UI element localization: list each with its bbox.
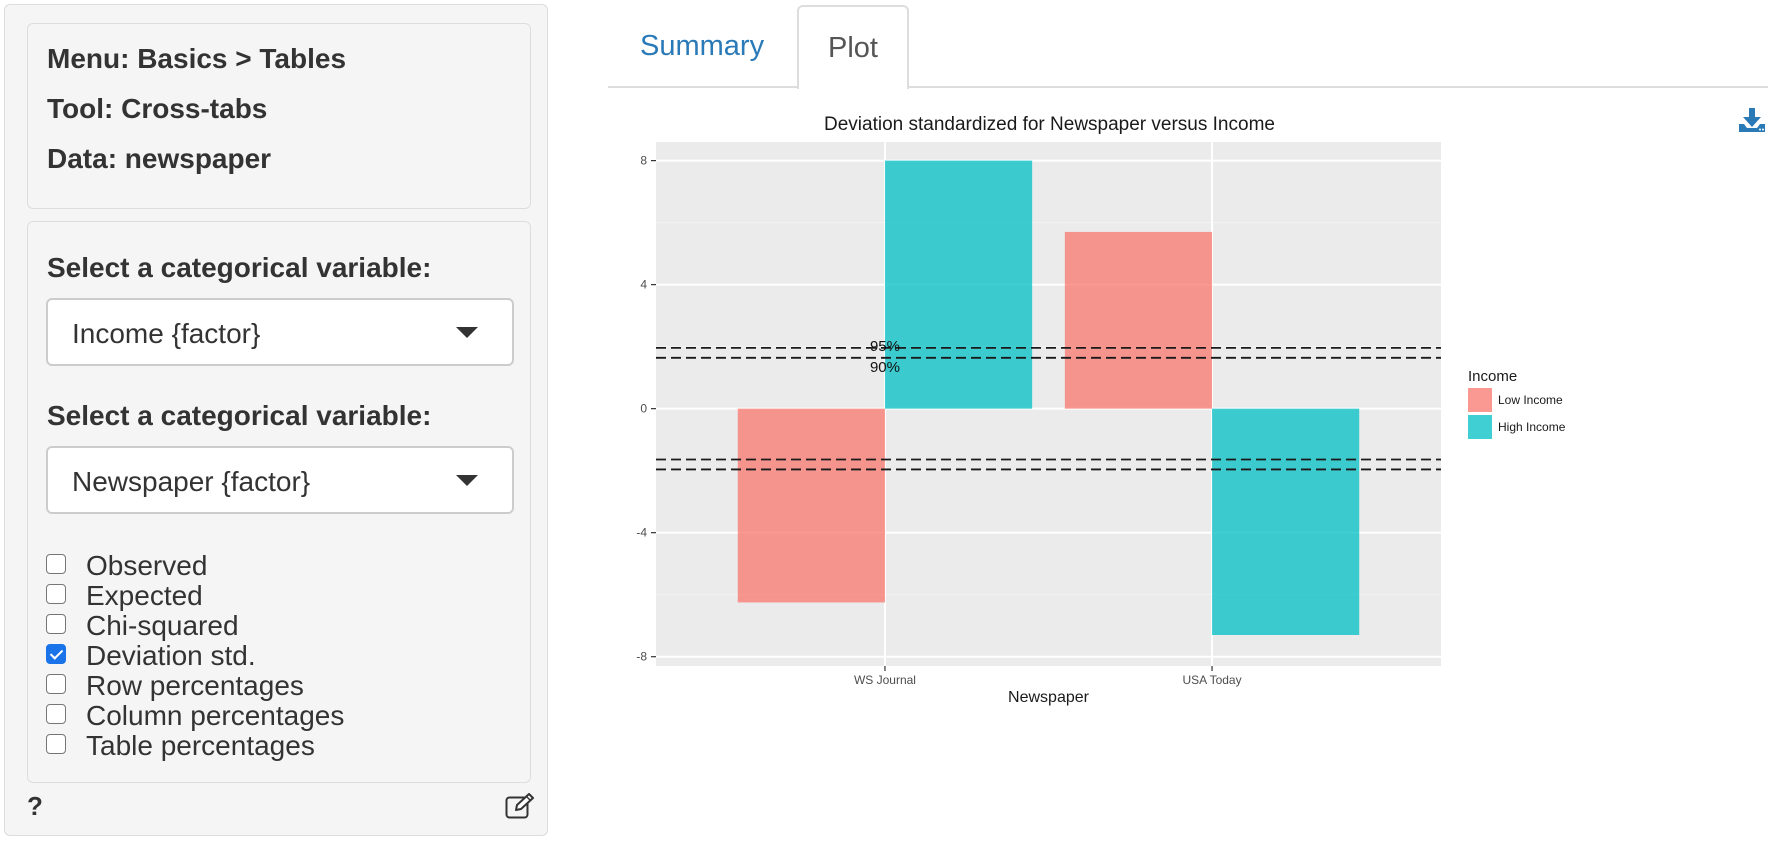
bar-low-income xyxy=(1064,231,1213,409)
tab-plot[interactable]: Plot xyxy=(797,5,909,89)
x-axis-title: Newspaper xyxy=(1008,689,1090,706)
checkbox-box[interactable] xyxy=(46,704,66,724)
tabs-divider xyxy=(608,86,1768,88)
x-tick-label: WS Journal xyxy=(854,673,916,687)
checkbox-label: Column percentages xyxy=(86,700,345,731)
dataset-name: Data: newspaper xyxy=(47,143,272,174)
reference-label: 90% xyxy=(870,359,900,376)
chevron-down-icon xyxy=(456,327,478,338)
var1-label: Select a categorical variable: xyxy=(47,252,432,283)
bar-high-income xyxy=(884,160,1033,409)
var2-select[interactable]: Newspaper {factor} xyxy=(46,446,514,514)
checkbox-box[interactable] xyxy=(46,584,66,604)
chevron-down-icon xyxy=(456,475,478,486)
help-icon[interactable]: ? xyxy=(27,791,43,821)
y-tick-label: 8 xyxy=(640,154,647,168)
legend-title: Income xyxy=(1468,368,1517,385)
var2-label: Select a categorical variable: xyxy=(47,400,432,431)
legend-swatch xyxy=(1468,415,1492,439)
var2-selected-value: Newspaper {factor} xyxy=(72,466,311,497)
checkbox-box[interactable] xyxy=(46,554,66,574)
edit-icon[interactable] xyxy=(505,793,535,819)
y-tick-label: 4 xyxy=(640,278,647,292)
checkbox-label: Deviation std. xyxy=(86,640,256,671)
reference-label: 95% xyxy=(870,338,900,355)
checkbox-label: Row percentages xyxy=(86,670,304,701)
var1-selected-value: Income {factor} xyxy=(72,318,261,349)
download-icon[interactable] xyxy=(1738,106,1766,134)
legend-swatch xyxy=(1468,388,1492,412)
checkbox-label: Expected xyxy=(86,580,203,611)
checkbox-label: Table percentages xyxy=(86,730,315,761)
sidebar: Menu: Basics > Tables Tool: Cross-tabs D… xyxy=(4,4,548,836)
y-tick-label: -4 xyxy=(636,526,647,540)
chart-title: Deviation standardized for Newspaper ver… xyxy=(824,114,1275,135)
var1-select[interactable]: Income {factor} xyxy=(46,298,514,366)
tool-name: Tool: Cross-tabs xyxy=(47,93,268,124)
controls-panel: Select a categorical variable: Income {f… xyxy=(27,221,531,783)
checkbox-box[interactable] xyxy=(46,734,66,754)
tab-plot-label: Plot xyxy=(828,32,878,64)
deviation-chart: -8 -4 0 4 8 95% 90% WS Journal USA Today Deviatio… xyxy=(636,114,1566,706)
y-tick-label: 0 xyxy=(640,402,647,416)
tab-summary[interactable]: Summary xyxy=(640,30,765,62)
legend-label: High Income xyxy=(1498,420,1566,434)
legend-label: Low Income xyxy=(1498,393,1563,407)
bar-high-income xyxy=(1212,408,1360,635)
checkbox-label: Chi-squared xyxy=(86,610,239,641)
x-tick-label: USA Today xyxy=(1182,673,1241,687)
info-panel: Menu: Basics > Tables Tool: Cross-tabs D… xyxy=(27,23,531,209)
checkbox-label: Observed xyxy=(86,550,208,581)
menu-path: Menu: Basics > Tables xyxy=(47,43,347,74)
checkbox-box[interactable] xyxy=(46,614,66,634)
checkbox-box[interactable] xyxy=(46,674,66,694)
bar-low-income xyxy=(737,408,885,603)
y-tick-label: -8 xyxy=(636,650,647,664)
checkbox-box-checked[interactable] xyxy=(46,644,66,664)
